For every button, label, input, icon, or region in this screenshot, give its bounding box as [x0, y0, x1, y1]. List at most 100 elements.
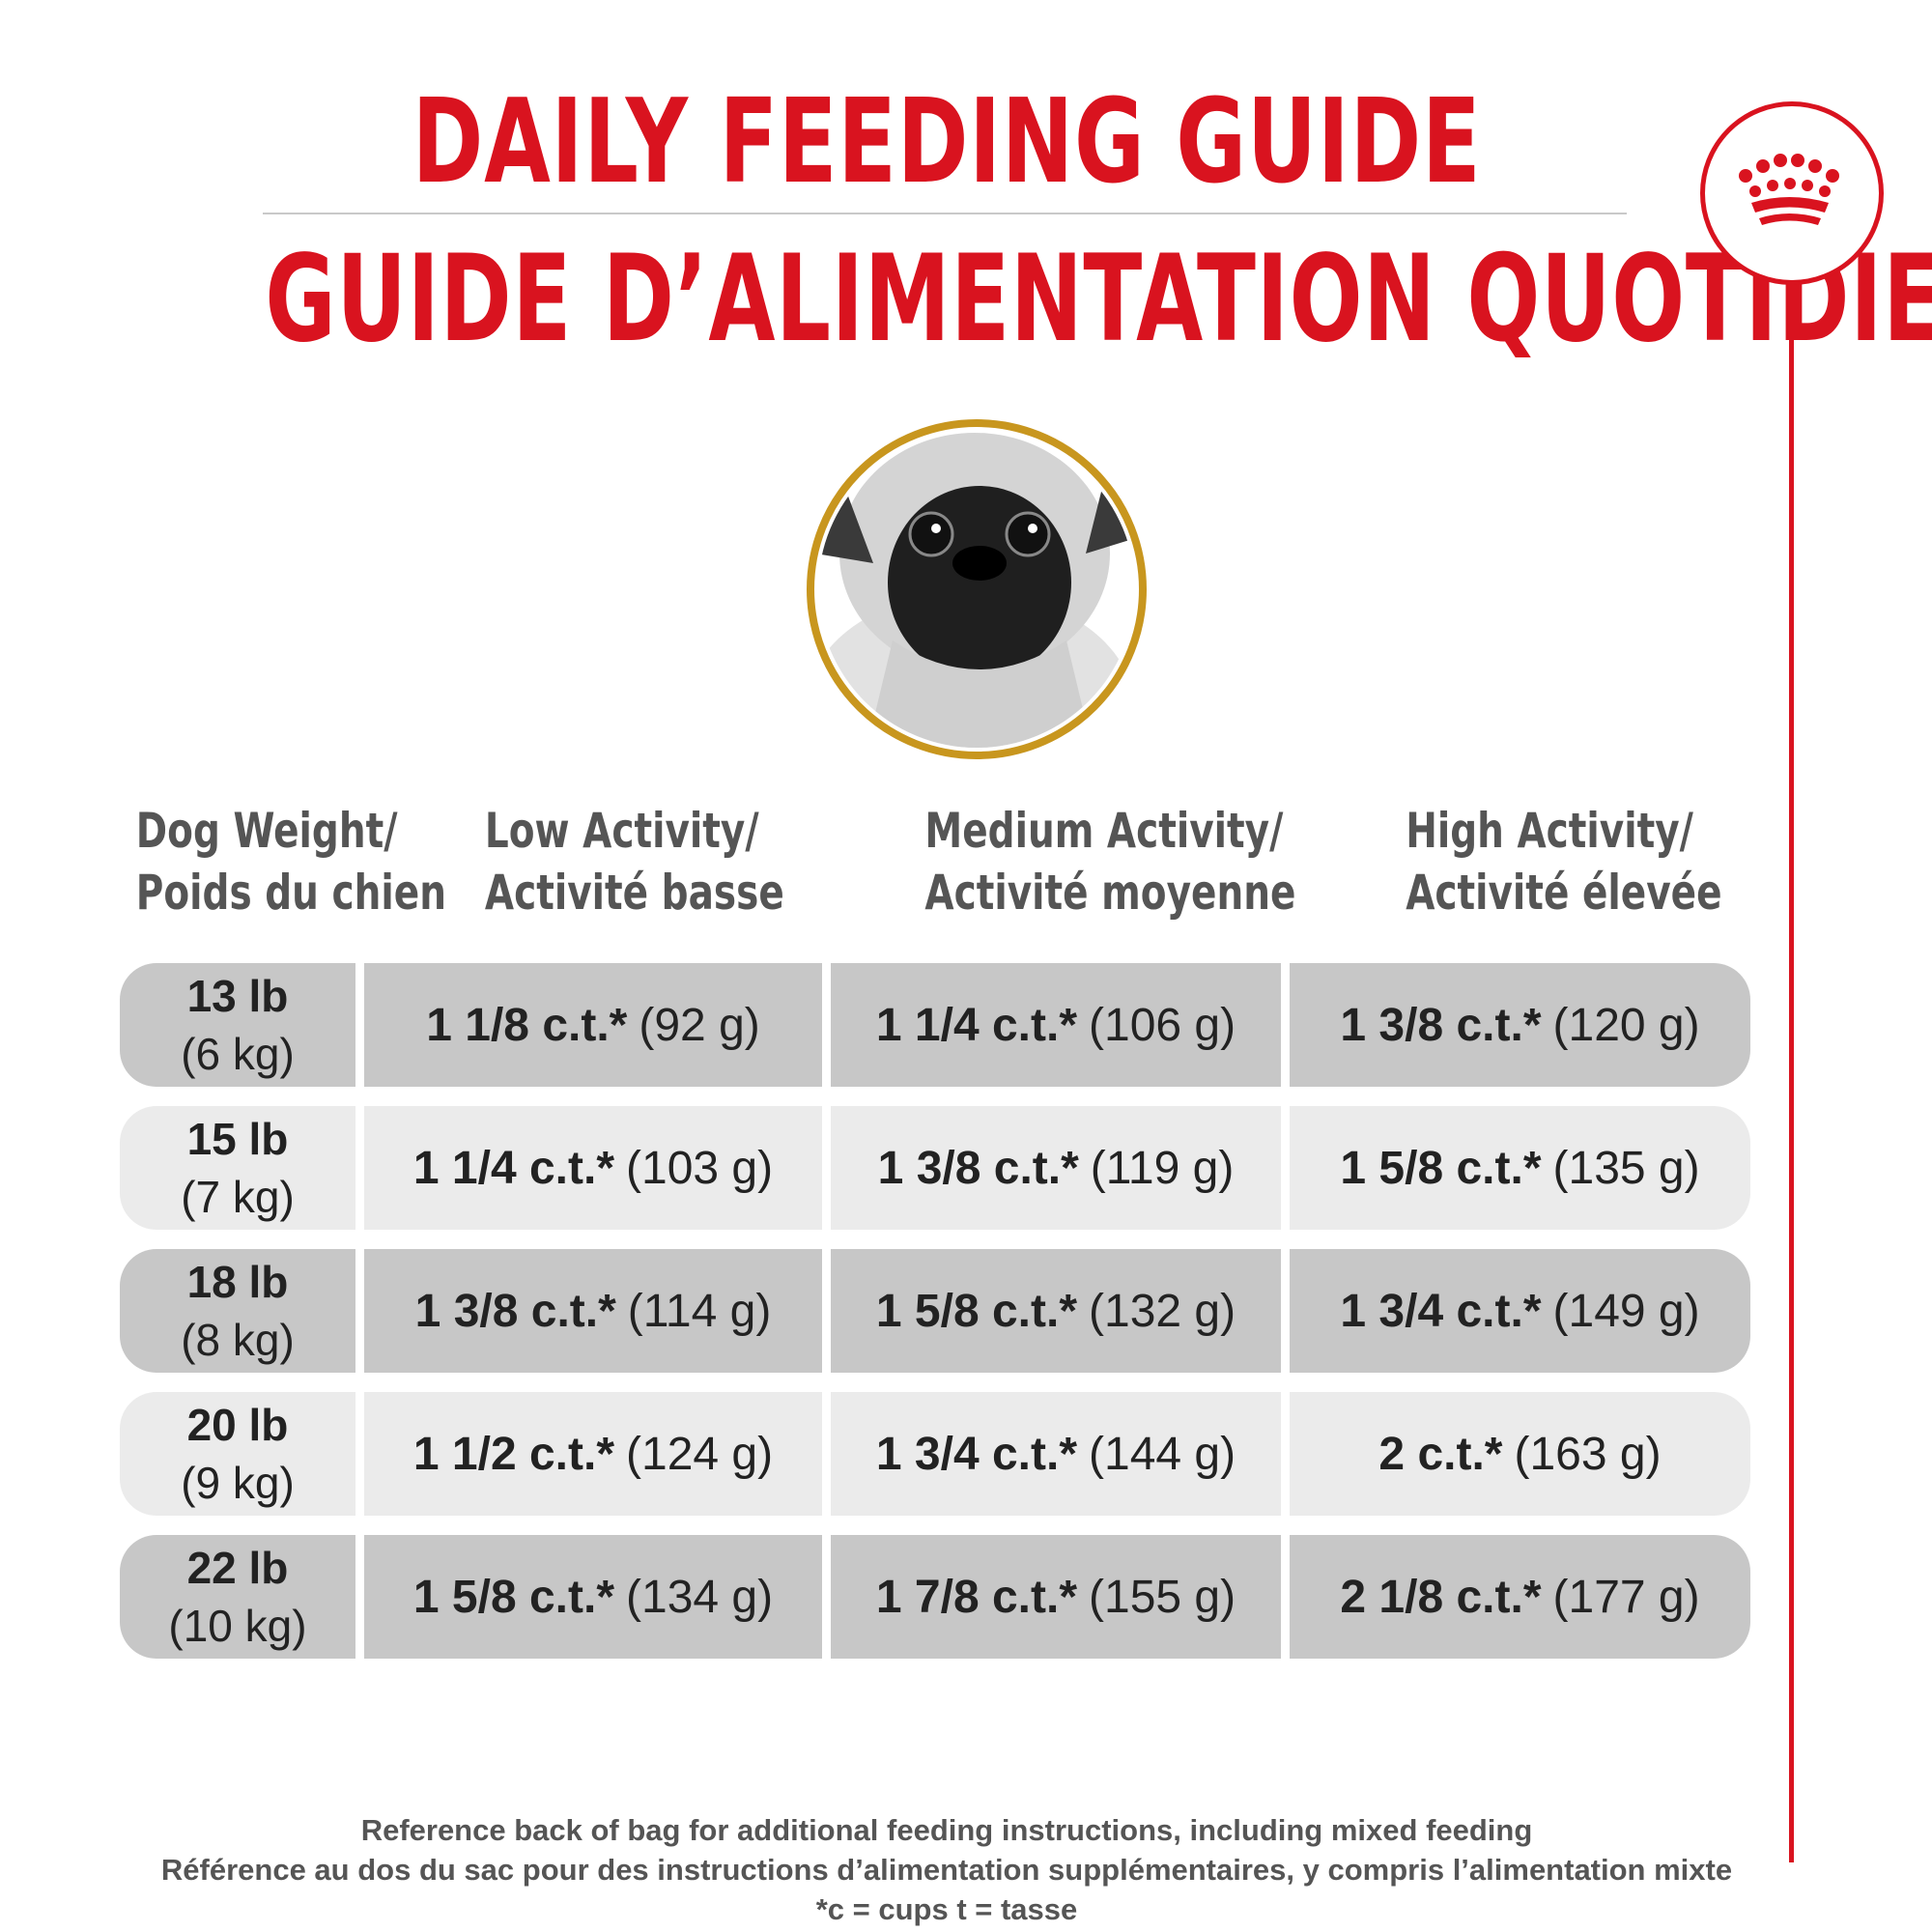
grams-amount: (92 g) [639, 999, 760, 1051]
title-divider [263, 213, 1627, 214]
medium-activity-cell: 1 3/8 c.t.* (119 g) [831, 1106, 1281, 1230]
weight-kg: (6 kg) [181, 1029, 295, 1079]
cups-amount: 1 1/2 c.t.* [412, 1428, 615, 1480]
high-activity-cell: 1 3/4 c.t.* (149 g) [1290, 1249, 1750, 1373]
table-row: 15 lb (7 kg) 1 1/4 c.t.* (103 g) 1 3/8 c.t.*… [120, 1106, 1750, 1230]
grams-amount: (119 g) [1090, 1142, 1235, 1194]
header-fr: Activité moyenne [924, 865, 1296, 921]
title-french: GUIDE D’ALIMENTATION QUOTIDIEN [265, 230, 1932, 369]
grams-amount: (134 g) [626, 1571, 774, 1623]
weight-cell: 13 lb (6 kg) [120, 963, 355, 1087]
weight-cell: 18 lb (8 kg) [120, 1249, 355, 1373]
header-dog-weight: Dog Weight/ Poids du chien [135, 800, 446, 923]
footnote-legend: *c = cups t = tasse [815, 1892, 1078, 1926]
medium-activity-cell: 1 1/4 c.t.* (106 g) [831, 963, 1281, 1087]
cups-amount: 1 3/4 c.t.* [875, 1428, 1078, 1480]
cups-amount: 1 3/8 c.t.* [1340, 999, 1542, 1051]
column-divider [355, 1106, 364, 1230]
column-divider [355, 1535, 364, 1659]
footnote-english: Reference back of bag for additional fee… [360, 1813, 1533, 1847]
cups-amount: 1 1/4 c.t.* [412, 1142, 615, 1194]
header-en: Dog Weight/ [135, 803, 398, 859]
header-en: Low Activity/ [484, 803, 759, 859]
weight-cell: 20 lb (9 kg) [120, 1392, 355, 1516]
grams-amount: (177 g) [1552, 1571, 1700, 1623]
cups-amount: 1 1/8 c.t.* [426, 999, 628, 1051]
table-row: 22 lb (10 kg) 1 5/8 c.t.* (134 g) 1 7/8 c.t.… [120, 1535, 1750, 1659]
header-fr: Poids du chien [135, 865, 446, 921]
high-activity-cell: 2 c.t.* (163 g) [1290, 1392, 1750, 1516]
grams-amount: (106 g) [1089, 999, 1236, 1051]
weight-kg: (7 kg) [181, 1172, 295, 1222]
table-row: 13 lb (6 kg) 1 1/8 c.t.* (92 g) 1 1/4 c.t.*(… [120, 963, 1750, 1087]
grams-amount: (149 g) [1552, 1285, 1700, 1337]
column-divider [822, 1249, 831, 1373]
column-divider [822, 1535, 831, 1659]
cups-amount: 1 7/8 c.t.* [875, 1571, 1078, 1623]
grams-amount: (124 g) [626, 1428, 774, 1480]
column-divider [355, 1392, 364, 1516]
column-divider [1281, 963, 1290, 1087]
grams-amount: (114 g) [627, 1285, 772, 1337]
column-divider [822, 1392, 831, 1516]
weight-cell: 15 lb (7 kg) [120, 1106, 355, 1230]
header-en: High Activity/ [1406, 803, 1693, 859]
header-high-activity: High Activity/ Activité élevée [1406, 800, 1722, 923]
cups-amount: 1 5/8 c.t.* [875, 1285, 1078, 1337]
grams-amount: (132 g) [1089, 1285, 1236, 1337]
column-divider [822, 1106, 831, 1230]
grams-amount: (135 g) [1552, 1142, 1700, 1194]
cups-amount: 1 5/8 c.t.* [412, 1571, 615, 1623]
cups-amount: 2 c.t.* [1378, 1428, 1503, 1480]
header-fr: Activité basse [484, 865, 784, 921]
column-divider [1281, 1249, 1290, 1373]
weight-lb: 18 lb [186, 1257, 289, 1307]
brand-vertical-line [1789, 282, 1794, 1862]
medium-activity-cell: 1 3/4 c.t.* (144 g) [831, 1392, 1281, 1516]
weight-kg: (8 kg) [181, 1315, 295, 1365]
header-en: Medium Activity/ [924, 803, 1284, 859]
cups-amount: 1 3/8 c.t.* [414, 1285, 616, 1337]
title-english: DAILY FEEDING GUIDE [412, 75, 1482, 210]
weight-kg: (10 kg) [168, 1601, 307, 1651]
medium-activity-cell: 1 5/8 c.t.* (132 g) [831, 1249, 1281, 1373]
crown-icon [1739, 154, 1839, 225]
weight-lb: 15 lb [186, 1114, 289, 1164]
cups-amount: 1 3/8 c.t.* [877, 1142, 1079, 1194]
header-fr: Activité élevée [1406, 865, 1722, 921]
column-divider [1281, 1106, 1290, 1230]
high-activity-cell: 1 3/8 c.t.* (120 g) [1290, 963, 1750, 1087]
column-divider [1281, 1535, 1290, 1659]
grams-amount: (155 g) [1089, 1571, 1236, 1623]
low-activity-cell: 1 1/2 c.t.* (124 g) [364, 1392, 822, 1516]
header-medium-activity: Medium Activity/ Activité moyenne [924, 800, 1296, 923]
column-divider [355, 963, 364, 1087]
weight-lb: 20 lb [186, 1400, 289, 1450]
weight-kg: (9 kg) [181, 1458, 295, 1508]
grams-amount: (144 g) [1089, 1428, 1236, 1480]
column-divider [1281, 1392, 1290, 1516]
low-activity-cell: 1 3/8 c.t.* (114 g) [364, 1249, 822, 1373]
low-activity-cell: 1 1/4 c.t.* (103 g) [364, 1106, 822, 1230]
column-divider [822, 963, 831, 1087]
low-activity-cell: 1 5/8 c.t.* (134 g) [364, 1535, 822, 1659]
grams-amount: (103 g) [626, 1142, 774, 1194]
medium-activity-cell: 1 7/8 c.t.* (155 g) [831, 1535, 1281, 1659]
cups-amount: 1 1/4 c.t.* [875, 999, 1078, 1051]
header-low-activity: Low Activity/ Activité basse [484, 800, 784, 923]
weight-cell: 22 lb (10 kg) [120, 1535, 355, 1659]
weight-lb: 13 lb [186, 971, 289, 1021]
cups-amount: 1 3/4 c.t.* [1340, 1285, 1542, 1337]
column-divider [355, 1249, 364, 1373]
pug-dog-portrait [807, 419, 1147, 759]
grams-amount: (120 g) [1552, 999, 1700, 1051]
cups-amount: 1 5/8 c.t.* [1340, 1142, 1542, 1194]
high-activity-cell: 1 5/8 c.t.* (135 g) [1290, 1106, 1750, 1230]
footnote-french: Référence au dos du sac pour des instruc… [160, 1853, 1733, 1887]
table-row: 20 lb (9 kg) 1 1/2 c.t.* (124 g) 1 3/4 c.t.*… [120, 1392, 1750, 1516]
grams-amount: (163 g) [1514, 1428, 1662, 1480]
cups-amount: 2 1/8 c.t.* [1340, 1571, 1542, 1623]
high-activity-cell: 2 1/8 c.t.* (177 g) [1290, 1535, 1750, 1659]
weight-lb: 22 lb [186, 1543, 289, 1593]
brand-logo [1700, 101, 1884, 285]
